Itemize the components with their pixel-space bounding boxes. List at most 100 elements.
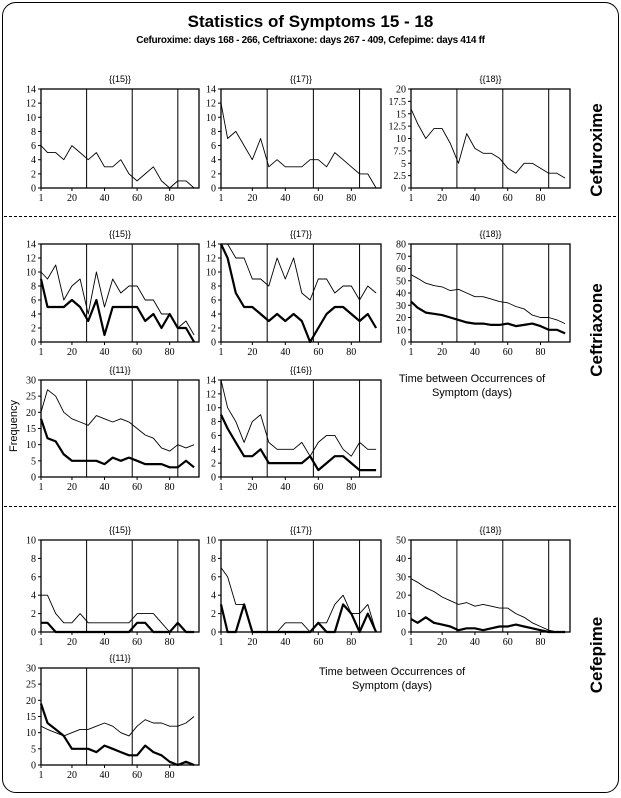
y-tick-label: 15 [396, 109, 406, 120]
y-tick-label: 15 [26, 424, 36, 435]
y-tick-label: 20 [26, 696, 36, 707]
chart-cefepime-8: {{15}} 0 2 4 6 8 10 1 20 40 60 80 [26, 525, 200, 648]
y-tick-label: 4 [211, 591, 216, 602]
y-tick-label: 8 [211, 282, 216, 293]
y-tick-label: 0 [31, 338, 36, 349]
series-line-thin [220, 379, 377, 457]
series-line-thin [40, 716, 195, 737]
plot-frame [410, 88, 571, 189]
y-tick-label: 4 [211, 310, 216, 321]
y-tick-label: 6 [31, 572, 36, 583]
chart-title: {{18}} [479, 525, 501, 535]
x-tick-label: 80 [165, 637, 175, 648]
chart-title: {{15}} [109, 525, 131, 535]
y-tick-label: 30 [26, 376, 36, 387]
x-tick-label: 40 [100, 347, 110, 358]
y-tick-label: 0 [31, 473, 36, 484]
y-tick-label: 8 [211, 554, 216, 565]
plot-frame [220, 379, 382, 478]
series-line-thick [39, 418, 195, 469]
x-tick-label: 60 [503, 347, 513, 358]
y-tick-label: 0 [401, 338, 406, 349]
series-line-thin [410, 108, 566, 179]
series-line-thin [40, 264, 195, 336]
series-line-thin [410, 578, 566, 633]
y-tick-label: 12 [26, 254, 36, 265]
y-tick-label: 12 [206, 99, 216, 110]
plot-frame [40, 379, 200, 478]
x-tick-label: 20 [67, 482, 77, 493]
chart-cefepime-10: {{18}} 0 10 20 30 40 50 1 20 40 60 80 [396, 525, 571, 648]
series-line-thick [410, 300, 566, 335]
series-line-thin [40, 389, 195, 452]
y-tick-label: 8 [31, 127, 36, 138]
chart-title: {{17}} [290, 229, 312, 239]
x-tick-label: 60 [313, 193, 323, 204]
y-tick-label: 80 [396, 240, 406, 251]
x-axis-label-line2: Symptom (days) [351, 680, 433, 692]
y-tick-label: 0 [31, 184, 36, 195]
plot-frame [220, 88, 382, 189]
series-line-thin [221, 243, 377, 301]
x-tick-label: 80 [346, 347, 356, 358]
x-tick-label: 60 [132, 482, 142, 493]
y-tick-label: 10 [26, 728, 36, 739]
y-tick-label: 10 [396, 325, 406, 336]
y-tick-label: 8 [211, 417, 216, 428]
y-tick-label: 15 [26, 712, 36, 723]
x-tick-label: 20 [67, 347, 77, 358]
y-tick-label: 0 [401, 628, 406, 639]
y-tick-label: 60 [396, 264, 406, 275]
figure-subtitle: Cefuroxime: days 168 - 266, Ceftriaxone:… [136, 35, 485, 46]
y-tick-label: 0 [31, 761, 36, 772]
x-tick-label: 20 [437, 193, 447, 204]
y-tick-label: 2 [31, 324, 36, 335]
y-tick-label: 10 [26, 113, 36, 124]
y-tick-label: 14 [206, 376, 216, 387]
x-tick-label: 1 [39, 193, 44, 204]
x-tick-label: 1 [39, 637, 44, 648]
series-line-thick [219, 603, 378, 634]
y-tick-label: 10 [396, 134, 406, 145]
y-tick-label: 8 [211, 127, 216, 138]
y-tick-label: 4 [211, 155, 216, 166]
x-tick-label: 1 [39, 770, 44, 781]
y-tick-label: 30 [396, 572, 406, 583]
x-axis-label-ceftriaxone: Time between Occurrences of Symptom (day… [382, 372, 562, 400]
y-tick-label: 10 [206, 113, 216, 124]
y-tick-label: 6 [211, 296, 216, 307]
y-tick-label: 5 [31, 456, 36, 467]
x-tick-label: 40 [100, 193, 110, 204]
chart-title: {{18}} [479, 74, 501, 84]
y-tick-label: 10 [26, 536, 36, 547]
group-divider [4, 216, 616, 217]
y-tick-label: 5 [401, 159, 406, 170]
x-tick-label: 60 [313, 347, 323, 358]
y-tick-label: 4 [31, 310, 36, 321]
x-tick-label: 80 [535, 347, 545, 358]
x-tick-label: 80 [346, 637, 356, 648]
x-tick-label: 1 [219, 347, 224, 358]
y-tick-label: 70 [396, 252, 406, 263]
plot-frame [40, 539, 200, 633]
y-tick-label: 4 [31, 591, 36, 602]
x-tick-label: 1 [409, 347, 414, 358]
x-tick-label: 20 [247, 637, 257, 648]
y-tick-label: 2 [211, 169, 216, 180]
y-tick-label: 10 [26, 268, 36, 279]
y-tick-label: 20 [396, 313, 406, 324]
x-tick-label: 40 [470, 347, 480, 358]
y-tick-label: 0 [31, 628, 36, 639]
y-tick-label: 4 [211, 445, 216, 456]
y-tick-label: 6 [211, 572, 216, 583]
x-tick-label: 40 [100, 482, 110, 493]
x-axis-label-line1: Time between Occurrences of [398, 373, 546, 385]
series-line-thin [220, 567, 377, 633]
x-tick-label: 60 [132, 770, 142, 781]
plot-frame [40, 243, 200, 343]
chart-title: {{17}} [290, 74, 312, 84]
y-tick-label: 8 [31, 282, 36, 293]
